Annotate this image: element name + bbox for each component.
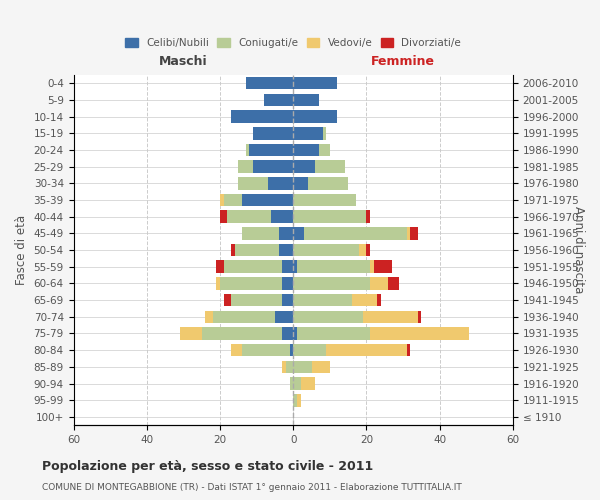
Bar (282, 277, 293, 289)
Text: Femmine: Femmine (371, 55, 435, 68)
Bar (370, 260, 374, 273)
Bar (245, 77, 293, 90)
Bar (326, 344, 407, 356)
Bar (250, 144, 293, 156)
Bar (231, 294, 282, 306)
Bar (367, 210, 370, 223)
Bar (311, 360, 330, 373)
Bar (297, 394, 301, 406)
Bar (363, 310, 418, 323)
Bar (377, 294, 381, 306)
Bar (293, 294, 352, 306)
Bar (304, 227, 407, 239)
Y-axis label: Anni di nascita: Anni di nascita (572, 206, 585, 294)
Bar (268, 177, 293, 190)
Text: Popolazione per età, sesso e stato civile - 2011: Popolazione per età, sesso e stato civil… (42, 460, 373, 473)
Bar (278, 244, 293, 256)
Bar (264, 94, 293, 106)
Bar (231, 110, 293, 123)
Bar (224, 260, 282, 273)
Bar (315, 160, 344, 173)
Bar (212, 310, 275, 323)
Bar (293, 244, 359, 256)
Bar (293, 210, 367, 223)
Bar (410, 227, 418, 239)
Bar (202, 327, 282, 340)
Bar (224, 194, 242, 206)
Bar (293, 194, 356, 206)
Bar (293, 260, 297, 273)
Bar (308, 177, 348, 190)
Bar (205, 310, 212, 323)
Bar (293, 378, 301, 390)
Bar (245, 144, 250, 156)
Bar (220, 194, 224, 206)
Bar (271, 210, 293, 223)
Bar (367, 244, 370, 256)
Bar (235, 244, 278, 256)
Legend: Celibi/Nubili, Coniugati/e, Vedovi/e, Divorziati/e: Celibi/Nubili, Coniugati/e, Vedovi/e, Di… (122, 34, 464, 51)
Bar (282, 360, 286, 373)
Bar (297, 260, 370, 273)
Bar (217, 277, 220, 289)
Bar (293, 310, 363, 323)
Bar (242, 227, 278, 239)
Bar (242, 344, 290, 356)
Bar (217, 260, 224, 273)
Bar (293, 144, 319, 156)
Bar (238, 177, 268, 190)
Bar (359, 244, 367, 256)
Bar (293, 110, 337, 123)
Bar (297, 327, 370, 340)
Bar (220, 210, 227, 223)
Bar (282, 260, 293, 273)
Bar (293, 94, 319, 106)
Bar (388, 277, 400, 289)
Bar (293, 177, 308, 190)
Bar (231, 244, 235, 256)
Bar (293, 77, 337, 90)
Bar (290, 378, 293, 390)
Bar (231, 344, 242, 356)
Bar (301, 378, 315, 390)
Y-axis label: Fasce di età: Fasce di età (15, 215, 28, 285)
Bar (220, 277, 282, 289)
Bar (224, 294, 231, 306)
Bar (293, 344, 326, 356)
Bar (238, 160, 253, 173)
Bar (253, 160, 293, 173)
Bar (374, 260, 392, 273)
Bar (370, 327, 469, 340)
Bar (282, 294, 293, 306)
Bar (293, 160, 315, 173)
Bar (407, 227, 410, 239)
Bar (293, 277, 370, 289)
Bar (180, 327, 202, 340)
Bar (293, 127, 323, 140)
Bar (253, 127, 293, 140)
Bar (290, 344, 293, 356)
Bar (407, 344, 410, 356)
Bar (370, 277, 388, 289)
Bar (275, 310, 293, 323)
Bar (282, 327, 293, 340)
Bar (319, 144, 330, 156)
Bar (293, 227, 304, 239)
Bar (278, 227, 293, 239)
Text: COMUNE DI MONTEGABBIONE (TR) - Dati ISTAT 1° gennaio 2011 - Elaborazione TUTTITA: COMUNE DI MONTEGABBIONE (TR) - Dati ISTA… (42, 483, 462, 492)
Bar (418, 310, 421, 323)
Bar (293, 360, 311, 373)
Bar (293, 327, 297, 340)
Bar (242, 194, 293, 206)
Bar (293, 394, 297, 406)
Bar (323, 127, 326, 140)
Bar (227, 210, 271, 223)
Bar (286, 360, 293, 373)
Bar (352, 294, 377, 306)
Text: Maschi: Maschi (159, 55, 208, 68)
